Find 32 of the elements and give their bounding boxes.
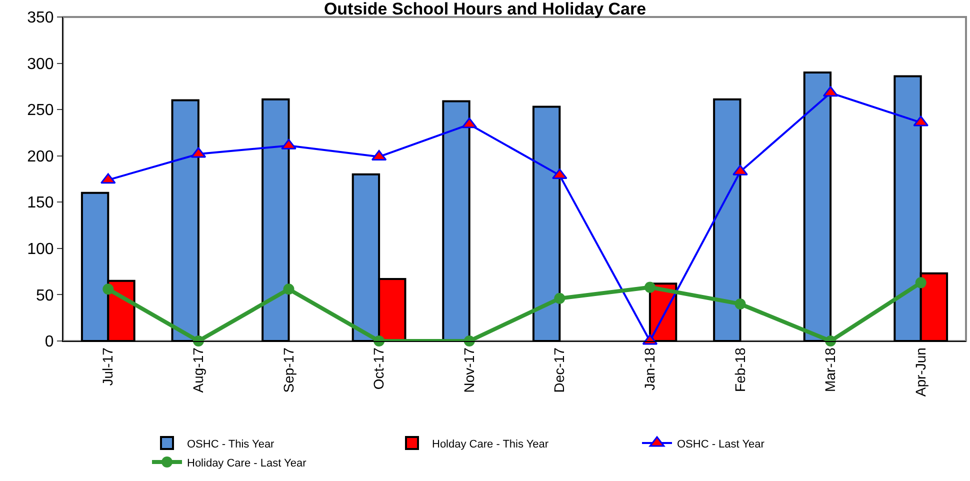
point <box>915 277 926 288</box>
y-tick-label: 100 <box>27 241 54 258</box>
x-tick-label: Nov-17 <box>460 347 477 393</box>
point <box>283 284 294 295</box>
x-tick-label: Feb-18 <box>732 347 748 392</box>
point <box>732 164 748 176</box>
x-tick-label: Mar-18 <box>822 347 838 392</box>
x-tick-label: Oct-17 <box>370 347 387 390</box>
legend-label: OSHC - This Year <box>187 438 275 450</box>
point <box>102 284 114 295</box>
y-tick-label: 300 <box>27 56 54 73</box>
y-tick-label: 250 <box>27 102 54 120</box>
y-tick-label: 200 <box>27 148 54 166</box>
legend-label: Holiday Care - Last Year <box>187 457 307 470</box>
x-tick-label: Jan-18 <box>642 347 658 390</box>
point <box>734 298 746 310</box>
chart-title: Outside School Hours and Holiday Care <box>324 0 646 18</box>
x-tick-label: Sep-17 <box>280 347 296 393</box>
point <box>554 292 566 304</box>
legend-label: OSHC - Last Year <box>677 438 765 450</box>
legend-label: Holday Care - This Year <box>432 438 549 450</box>
bar <box>442 100 470 341</box>
y-tick-label: 150 <box>27 194 54 212</box>
y-tick-label: 0 <box>44 334 54 351</box>
y-tick-label: 50 <box>36 287 54 304</box>
x-tick-label: Apr-Jun <box>912 348 928 397</box>
x-tick-label: Aug-17 <box>190 347 206 393</box>
y-tick-label: 350 <box>27 10 54 27</box>
point <box>281 138 296 150</box>
x-tick-label: Dec-17 <box>551 347 568 393</box>
x-tick-label: Jul-17 <box>100 347 116 386</box>
point <box>644 282 656 293</box>
